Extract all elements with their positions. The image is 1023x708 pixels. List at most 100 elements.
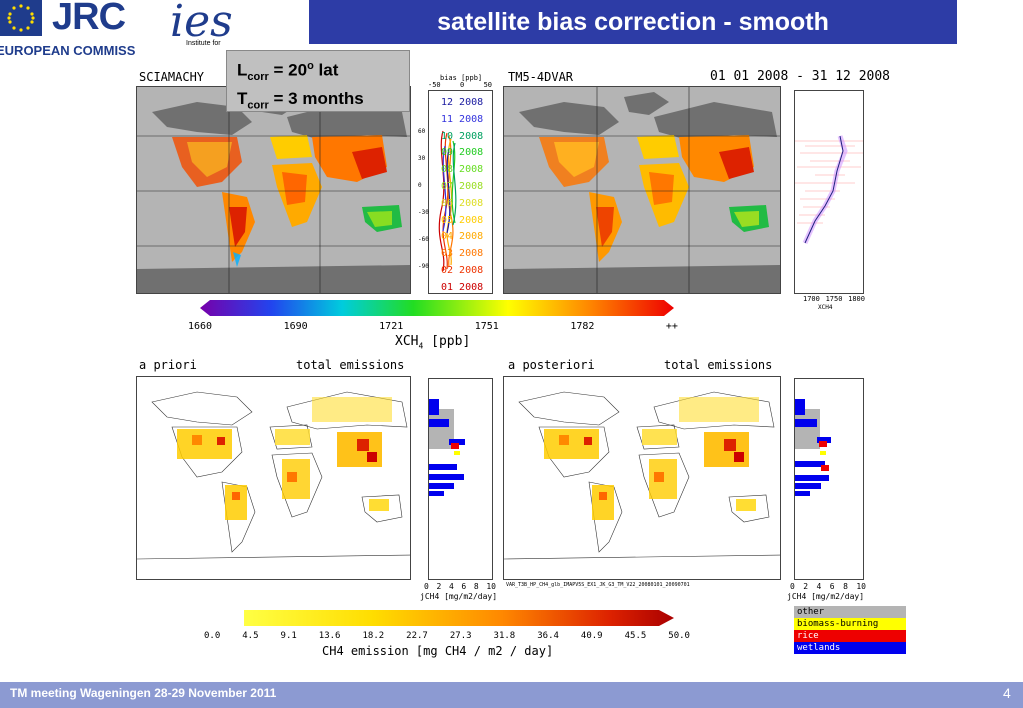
l-corr-line: Lcorr = 20o lat (237, 60, 339, 84)
run-id: VAR_T3B_HP_CH4_glb_IMAPV5S_EX1_JK_G3_TM_… (506, 582, 690, 588)
jrc-logo: JRC (52, 0, 126, 38)
date-range: 01 01 2008 - 31 12 2008 (710, 69, 891, 84)
month-label-8: 04 2008 (441, 231, 484, 243)
legend-item-biomass-burning: biomass-burning (794, 618, 906, 630)
bias-tick: 50 (483, 81, 492, 89)
a-priori-flux-label: jCH4 [mg/m2/day] (420, 592, 498, 601)
lat-tick: 0 (418, 182, 422, 189)
profile-tick: 1800 (848, 295, 865, 303)
xch4-tick: 1660 (188, 321, 213, 332)
legend-item-rice: rice (794, 630, 906, 642)
a-priori-flux-panel (428, 378, 493, 580)
legend-item-wetlands: wetlands (794, 642, 906, 654)
ies-logo: ies (170, 0, 233, 47)
xch4-tick: 1690 (283, 321, 308, 332)
bias-ticks: -50 0 50 (428, 81, 492, 89)
profile-tick: 1750 (825, 295, 843, 303)
a-posteriori-flux-label: jCH4 [mg/m2/day] (787, 592, 865, 601)
flux-tick: 8 (843, 582, 848, 591)
category-legend: other biomass-burning rice wetlands (794, 606, 906, 654)
emission-tick: 36.4 (537, 631, 559, 641)
a-priori-subtitle: total emissions (296, 358, 405, 372)
month-label-7: 05 2008 (441, 214, 484, 226)
xch4-tick: ++ (665, 321, 678, 332)
flux-tick: 4 (448, 582, 454, 591)
emission-colorbar-label: CH4 emission [mg CH4 / m2 / day] (322, 644, 554, 658)
lat-tick: 60 (418, 128, 426, 135)
slide-title: satellite bias correction - smooth (309, 0, 957, 44)
legend-item-other: other (794, 606, 906, 618)
emission-tick: 45.5 (624, 631, 647, 641)
tm5-map (503, 86, 781, 294)
xch4-tick: 1721 (379, 321, 404, 332)
emission-tick: 40.9 (580, 631, 603, 641)
ies-logo-sub: Institute for (186, 40, 221, 47)
emission-tick: 50.0 (668, 631, 690, 641)
tm5-title: TM5-4DVAR (508, 70, 574, 84)
bias-axis-label: bias [ppb] (440, 74, 483, 82)
bias-tick: -50 (428, 81, 441, 89)
profile-xlabel: XCH4 (818, 304, 833, 311)
emission-colorbar (244, 610, 674, 626)
month-label-3: 09 2008 (441, 147, 484, 159)
emission-tick: 0.0 (204, 631, 221, 641)
footer-text: TM meeting Wageningen 28-29 November 201… (10, 686, 277, 700)
emission-tick: 31.8 (493, 631, 516, 641)
emission-colorbar-ticks: 0.0 4.5 9.1 13.6 18.2 22.7 27.3 31.8 36.4 40.9 45.… (204, 631, 690, 641)
profile-tick: 1700 (803, 295, 820, 303)
month-label-1: 11 2008 (441, 113, 484, 125)
bias-tick: 0 (460, 81, 465, 89)
xch4-tick: 1751 (474, 321, 499, 332)
profile-ticks: 1700 1750 1800 (803, 295, 865, 303)
correction-settings-box: Lcorr = 20o lat Tcorr = 3 months (226, 50, 410, 112)
month-label-0: 12 2008 (441, 97, 484, 108)
flux-tick: 0 (424, 582, 429, 591)
xch4-colorbar (200, 300, 674, 316)
month-label-5: 07 2008 (441, 180, 484, 192)
footer-bar (0, 682, 1023, 708)
emission-tick: 13.6 (318, 631, 341, 641)
a-posteriori-map (503, 376, 781, 580)
flux-tick: 6 (829, 582, 835, 591)
emission-tick: 22.7 (406, 631, 428, 641)
month-legend: 12 2008 11 2008 10 2008 09 2008 08 2008 07 20… (441, 95, 483, 297)
a-priori-map (136, 376, 411, 580)
page-number: 4 (1003, 685, 1011, 701)
flux-tick: 0 (790, 582, 795, 591)
a-priori-flux-ticks: 0 2 4 6 8 10 (424, 582, 496, 591)
a-priori-title: a priori (139, 358, 197, 372)
month-label-4: 08 2008 (441, 164, 484, 176)
a-posteriori-flux-ticks: 0 2 4 6 8 10 (790, 582, 866, 591)
flux-tick: 10 (486, 582, 496, 591)
lat-tick: -60 (418, 236, 429, 243)
flux-tick: 2 (436, 582, 442, 591)
t-corr-line: Tcorr = 3 months (237, 89, 364, 112)
flux-tick: 10 (856, 582, 866, 591)
month-label-6: 06 2008 (441, 197, 484, 209)
emission-tick: 4.5 (242, 631, 259, 641)
flux-tick: 8 (473, 582, 479, 591)
emission-tick: 9.1 (280, 631, 297, 641)
eu-flag-icon (0, 0, 42, 36)
ec-logo-text: EUROPEAN COMMISSIO (0, 43, 136, 58)
month-label-9: 03 2008 (441, 248, 484, 260)
bias-panel: 12 2008 11 2008 10 2008 09 2008 08 2008 07 20… (428, 90, 493, 294)
flux-tick: 2 (803, 582, 809, 591)
month-label-11: 01 2008 (441, 281, 484, 293)
month-label-10: 02 2008 (441, 264, 484, 276)
a-posteriori-subtitle: total emissions (664, 358, 773, 372)
xch4-colorbar-label: XCH4 [ppb] (395, 334, 471, 351)
xch4-profile-panel (794, 90, 864, 294)
emission-tick: 27.3 (449, 631, 472, 641)
month-label-2: 10 2008 (441, 130, 484, 142)
flux-tick: 4 (816, 582, 822, 591)
xch4-colorbar-ticks: 1660 1690 1721 1751 1782 ++ (188, 321, 678, 332)
emission-tick: 18.2 (362, 631, 385, 641)
lat-tick: -90 (418, 263, 429, 270)
sciamachy-map (136, 86, 411, 294)
lat-tick: -30 (418, 209, 429, 216)
flux-tick: 6 (461, 582, 467, 591)
sciamachy-title: SCIAMACHY (139, 70, 205, 84)
lat-tick: 30 (418, 155, 426, 162)
